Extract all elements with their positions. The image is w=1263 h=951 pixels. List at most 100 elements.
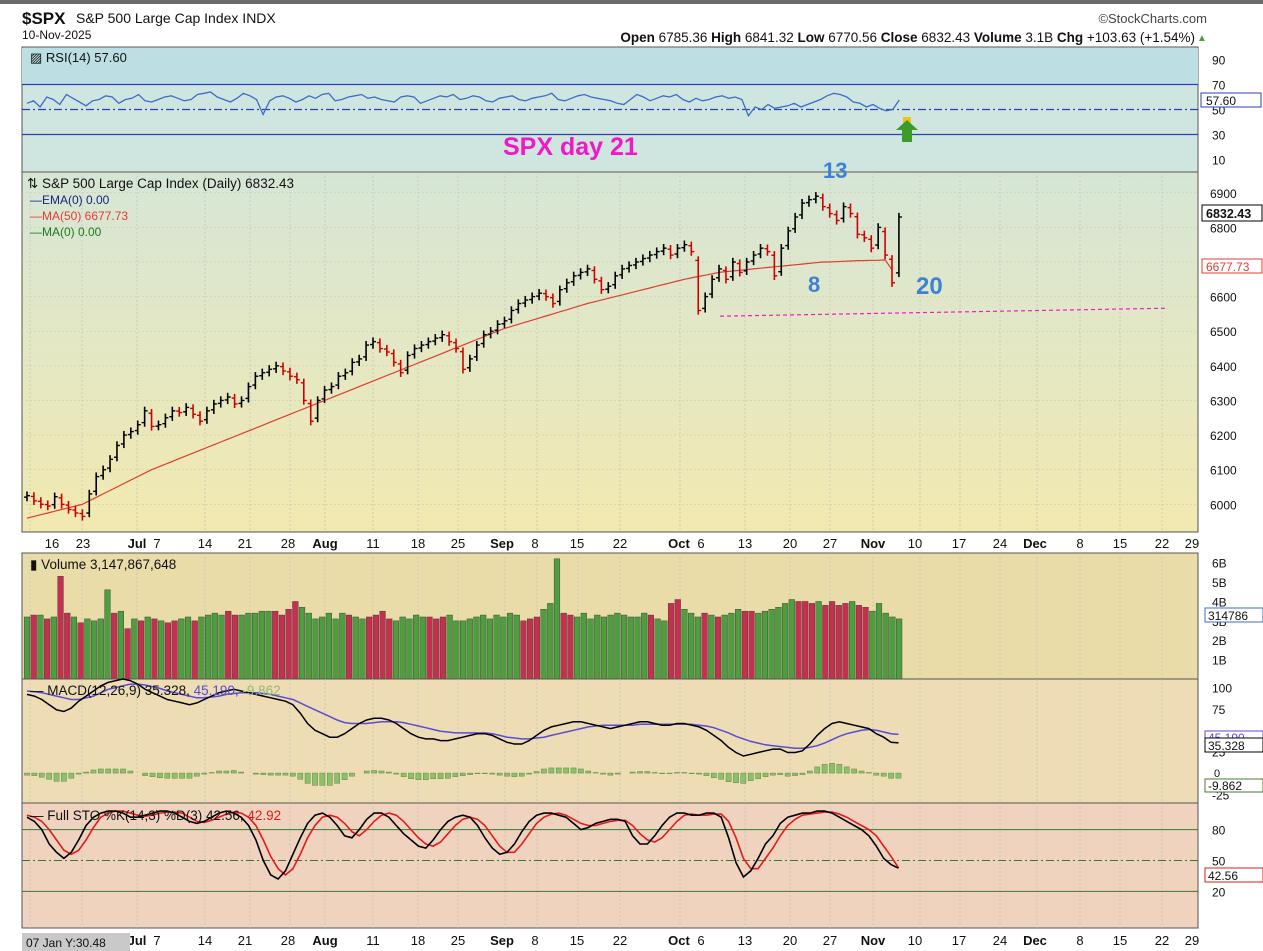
volume-bar — [298, 607, 306, 680]
volume-bar — [419, 616, 426, 680]
volume-bar — [218, 614, 225, 680]
macd-histogram-bar — [615, 772, 621, 775]
volume-bar — [205, 614, 212, 680]
price-tick: 6200 — [1210, 429, 1237, 443]
rsi-tick: 30 — [1212, 129, 1226, 143]
quote-value: 6785.36 — [659, 30, 708, 45]
price-bg-fill — [23, 173, 1197, 531]
ma50-last-box — [1201, 258, 1263, 274]
macd-histogram-bar — [762, 772, 769, 777]
volume-bar — [889, 616, 896, 680]
macd-histogram-bar — [541, 768, 547, 774]
macd-histogram-bar — [858, 770, 865, 774]
volume-bar — [533, 616, 540, 680]
sto-panel-bg — [21, 802, 1199, 929]
volume-bar — [245, 612, 252, 680]
macd-histogram-bar — [880, 772, 887, 777]
macd-histogram-bar — [282, 772, 289, 776]
volume-tick: 5B — [1212, 576, 1227, 590]
volume-tick: 4B — [1212, 595, 1227, 609]
volume-bar — [131, 618, 138, 680]
volume-bar — [265, 610, 272, 680]
macd-histogram-bar — [740, 772, 747, 784]
macd-histogram-bar — [555, 767, 562, 774]
x-axis-label: 22 — [1155, 933, 1169, 948]
macd-histogram-bar — [777, 772, 784, 775]
macd-histogram-bar — [651, 772, 658, 774]
macd-histogram-bar — [814, 766, 821, 774]
x-axis-label: 6 — [697, 536, 704, 551]
annotation-13: 13 — [823, 158, 847, 183]
volume-bar — [782, 603, 789, 680]
macd-histogram-bar — [386, 771, 392, 774]
volume-bar — [607, 614, 614, 680]
change-arrow: ▲ — [1197, 33, 1207, 44]
macd-histogram-bar — [770, 772, 776, 776]
macd-histogram-bar — [223, 770, 230, 774]
volume-bar — [433, 618, 440, 680]
sto-last-value: 42.56 — [1208, 869, 1238, 883]
volume-tick: 2B — [1212, 634, 1227, 648]
volume-bar — [540, 609, 547, 680]
quote-value: 6832.43 — [921, 30, 970, 45]
macd-histogram-bar — [437, 772, 444, 779]
macd-histogram-bar — [157, 772, 163, 778]
x-axis-label: Oct — [668, 536, 690, 551]
volume-bar — [527, 618, 534, 680]
price-tick: 6300 — [1210, 394, 1237, 408]
sto-last-box — [1204, 867, 1263, 883]
macd-histogram-bar — [341, 772, 348, 780]
volume-bar — [567, 614, 574, 680]
quote-line: Open 6785.36 High 6841.32 Low 6770.56 Cl… — [620, 30, 1195, 45]
volume-bar — [413, 614, 420, 680]
macd-histogram-bar — [718, 772, 725, 780]
volume-bar — [446, 614, 453, 680]
macd-title-part: — MACD(12,26,9) — [30, 683, 145, 698]
x-axis-label: Jul — [128, 536, 147, 551]
volume-bar — [634, 616, 641, 680]
macd-histogram-bar — [829, 763, 835, 774]
quote-label: Chg — [1053, 30, 1087, 45]
macd-histogram-bar — [467, 772, 473, 775]
x-axis-label: 21 — [238, 536, 252, 551]
macd-histogram-bar — [666, 772, 673, 774]
macd-histogram-bar — [186, 772, 193, 779]
macd-histogram-bar — [53, 772, 60, 782]
quote-date: 10-Nov-2025 — [22, 28, 92, 42]
macd-histogram-bar — [674, 772, 680, 774]
rsi-tick: 70 — [1212, 79, 1226, 93]
bottom-tag-bg — [22, 933, 130, 951]
volume-bar — [111, 612, 118, 680]
x-axis-label: Sep — [490, 536, 514, 551]
macd-histogram-bar — [290, 772, 296, 777]
index-name: S&P 500 Large Cap Index INDX — [76, 10, 276, 26]
volume-bar — [473, 616, 480, 680]
volume-bar — [614, 612, 621, 680]
volume-bar — [57, 576, 64, 680]
volume-bar — [580, 612, 587, 680]
volume-bar — [406, 618, 413, 680]
volume-bar — [761, 610, 769, 680]
x-axis-label: 13 — [738, 536, 752, 551]
x-axis-label: 23 — [76, 536, 90, 551]
x-axis-label: 22 — [613, 536, 627, 551]
x-axis-label: Oct — [668, 933, 690, 948]
quote-value: 3.1B — [1025, 30, 1053, 45]
x-axis-label: 17 — [952, 933, 966, 948]
volume-bar — [137, 620, 145, 680]
volume-bar — [184, 616, 192, 680]
macd-signal-line — [26, 683, 899, 750]
macd-histogram-bar — [275, 772, 281, 776]
volume-bar — [238, 614, 245, 680]
volume-bar — [359, 618, 366, 680]
macd-histogram-bar — [607, 772, 614, 776]
volume-bar — [379, 610, 386, 680]
x-axis-label: Nov — [861, 933, 886, 948]
macd-histogram-bar — [430, 772, 436, 779]
macd-histogram-bar — [334, 772, 340, 784]
macd-histogram-bar — [629, 771, 636, 774]
macd-histogram-bar — [46, 772, 52, 780]
macd-histogram-bar — [312, 772, 318, 786]
x-axis-label: 16 — [45, 536, 59, 551]
